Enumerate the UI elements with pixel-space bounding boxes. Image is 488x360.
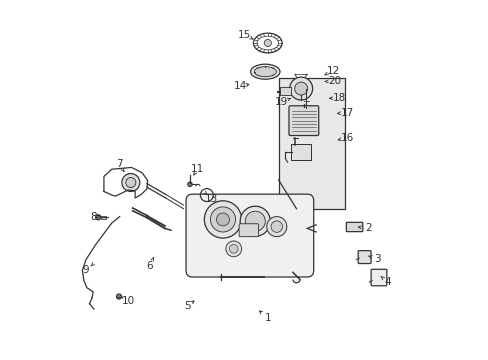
Text: 15: 15 — [237, 30, 251, 40]
FancyBboxPatch shape — [291, 144, 310, 159]
Text: 13: 13 — [204, 194, 218, 204]
FancyBboxPatch shape — [239, 224, 258, 237]
Ellipse shape — [250, 64, 280, 79]
Circle shape — [125, 177, 136, 188]
FancyBboxPatch shape — [357, 251, 370, 264]
FancyBboxPatch shape — [101, 216, 106, 219]
FancyBboxPatch shape — [288, 106, 318, 135]
Text: 18: 18 — [332, 93, 346, 103]
FancyBboxPatch shape — [346, 222, 362, 231]
Circle shape — [294, 82, 307, 95]
Circle shape — [96, 215, 101, 220]
Circle shape — [210, 207, 235, 232]
Text: 3: 3 — [373, 254, 380, 264]
Circle shape — [116, 294, 121, 299]
Text: 10: 10 — [121, 296, 134, 306]
Circle shape — [187, 182, 192, 186]
Text: 20: 20 — [327, 76, 341, 86]
Circle shape — [240, 206, 270, 236]
Text: 17: 17 — [340, 108, 353, 118]
Circle shape — [204, 201, 241, 238]
Circle shape — [216, 213, 229, 226]
Text: 12: 12 — [326, 66, 339, 76]
Text: 4: 4 — [384, 277, 390, 287]
Circle shape — [229, 244, 238, 253]
Circle shape — [244, 211, 265, 231]
Text: 16: 16 — [341, 133, 354, 143]
Text: 2: 2 — [364, 224, 371, 233]
Text: 9: 9 — [82, 265, 89, 275]
FancyBboxPatch shape — [370, 269, 386, 286]
Text: 14: 14 — [234, 81, 247, 91]
Circle shape — [225, 241, 241, 257]
Ellipse shape — [254, 67, 276, 77]
Text: 5: 5 — [184, 301, 191, 311]
Circle shape — [270, 221, 282, 232]
FancyBboxPatch shape — [278, 78, 344, 209]
Text: 6: 6 — [146, 261, 152, 271]
Circle shape — [122, 174, 140, 192]
Text: 11: 11 — [190, 164, 203, 174]
Circle shape — [266, 217, 286, 237]
Circle shape — [289, 77, 312, 100]
Circle shape — [264, 40, 271, 46]
FancyBboxPatch shape — [280, 87, 290, 95]
FancyBboxPatch shape — [185, 194, 313, 277]
Text: 8: 8 — [90, 212, 97, 221]
Text: 19: 19 — [275, 97, 288, 107]
Text: 7: 7 — [116, 159, 122, 169]
Text: 1: 1 — [264, 313, 270, 323]
